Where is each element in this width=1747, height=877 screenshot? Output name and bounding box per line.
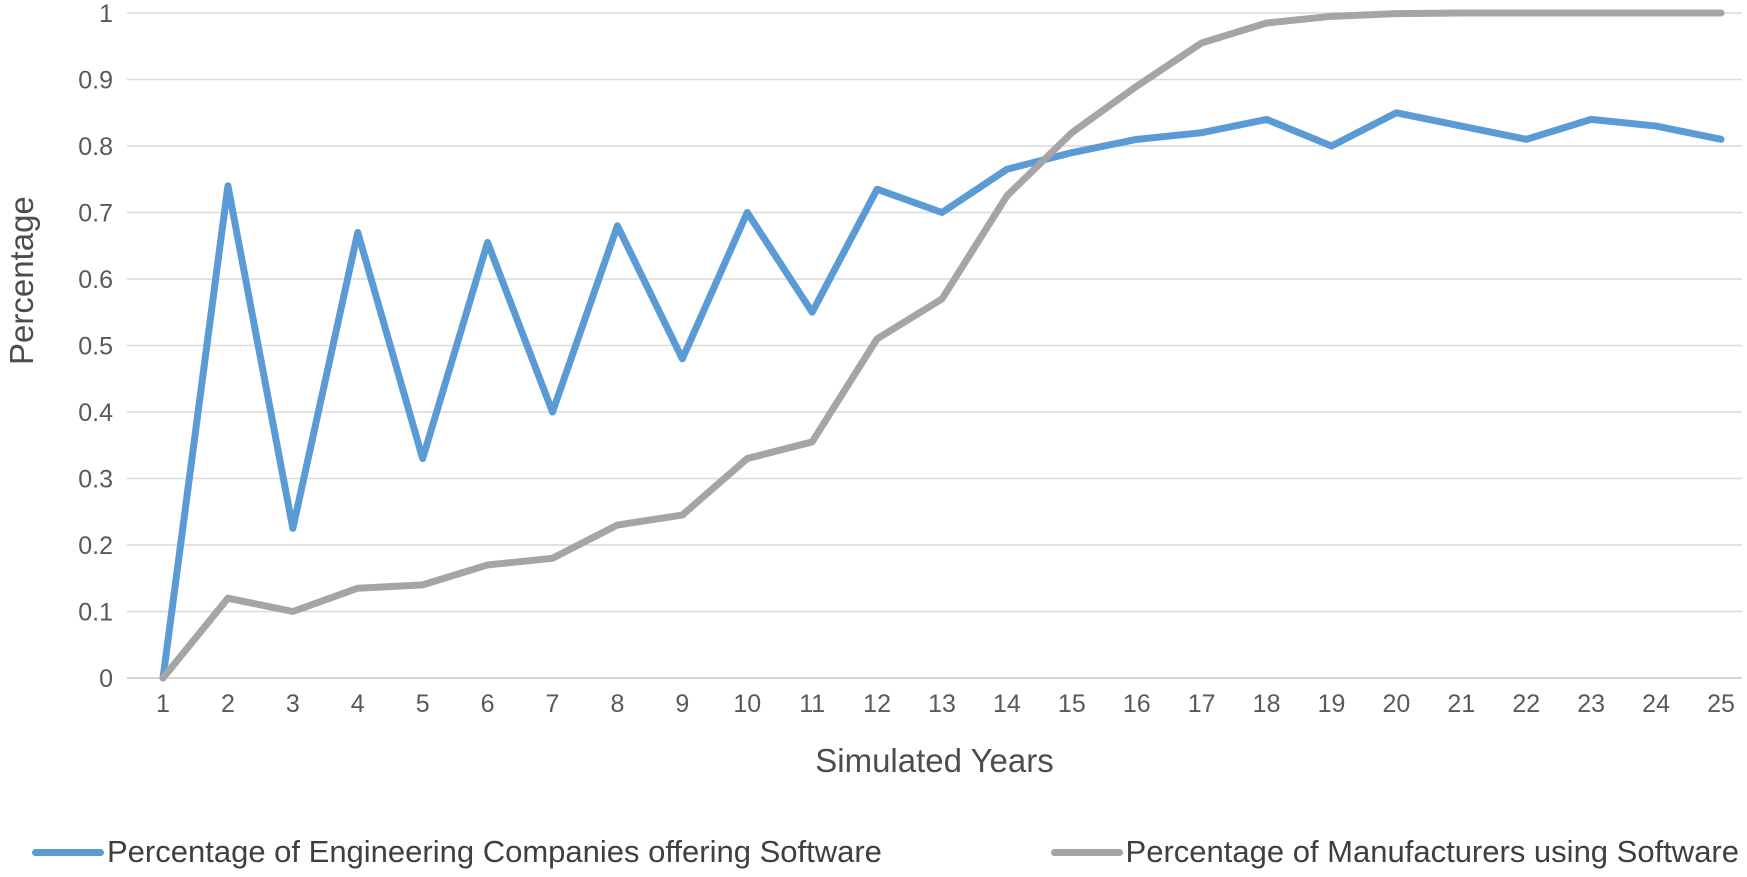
x-tick-label: 22 <box>1512 690 1540 718</box>
x-tick-label: 24 <box>1642 690 1670 718</box>
legend-item-engineering: Percentage of Engineering Companies offe… <box>32 834 882 870</box>
x-axis-title: Simulated Years <box>815 742 1054 779</box>
y-tick-label: 0.1 <box>78 599 113 627</box>
y-tick-label: 0.4 <box>78 399 113 427</box>
x-tick-label: 10 <box>733 690 761 718</box>
x-tick-label: 7 <box>546 690 560 718</box>
x-tick-label: 6 <box>481 690 495 718</box>
x-tick-label: 11 <box>799 690 825 718</box>
x-tick-label: 9 <box>675 690 689 718</box>
x-tick-label: 17 <box>1188 690 1216 718</box>
y-tick-label: 0 <box>99 665 113 693</box>
y-tick-label: 1 <box>99 0 113 28</box>
y-axis-title: Percentage <box>3 196 40 365</box>
x-tick-label: 4 <box>351 690 365 718</box>
legend-label-manufacturers: Percentage of Manufacturers using Softwa… <box>1125 834 1739 869</box>
y-tick-label: 0.3 <box>78 466 113 494</box>
y-tick-label: 0.5 <box>78 333 113 361</box>
x-tick-label: 21 <box>1447 690 1475 718</box>
x-tick-label: 18 <box>1253 690 1281 718</box>
y-tick-label: 0.6 <box>78 266 113 294</box>
y-tick-label: 0.9 <box>78 67 113 95</box>
x-tick-label: 23 <box>1577 690 1605 718</box>
x-tick-label: 14 <box>993 690 1021 718</box>
x-tick-label: 3 <box>286 690 300 718</box>
legend: Percentage of Engineering Companies offe… <box>0 830 1747 874</box>
legend-line-marker-blue <box>32 848 104 856</box>
y-tick-label: 0.8 <box>78 133 113 161</box>
x-tick-label: 2 <box>221 690 235 718</box>
x-tick-label: 1 <box>156 690 170 718</box>
x-tick-label: 12 <box>863 690 891 718</box>
x-tick-label: 15 <box>1058 690 1086 718</box>
x-tick-label: 16 <box>1123 690 1151 718</box>
legend-label-engineering: Percentage of Engineering Companies offe… <box>107 834 882 869</box>
y-tick-label: 0.2 <box>78 532 113 560</box>
y-tick-label: 0.7 <box>78 200 113 228</box>
x-tick-label: 25 <box>1707 690 1735 718</box>
legend-item-manufacturers: Percentage of Manufacturers using Softwa… <box>1050 834 1739 870</box>
legend-line-marker-gray <box>1050 848 1123 856</box>
x-tick-label: 8 <box>610 690 624 718</box>
x-tick-label: 13 <box>928 690 956 718</box>
series-line-engineering <box>159 109 1725 682</box>
x-tick-label: 5 <box>416 690 430 718</box>
x-tick-label: 19 <box>1318 690 1346 718</box>
series-line-manufacturers <box>159 9 1725 682</box>
x-tick-label: 20 <box>1383 690 1411 718</box>
